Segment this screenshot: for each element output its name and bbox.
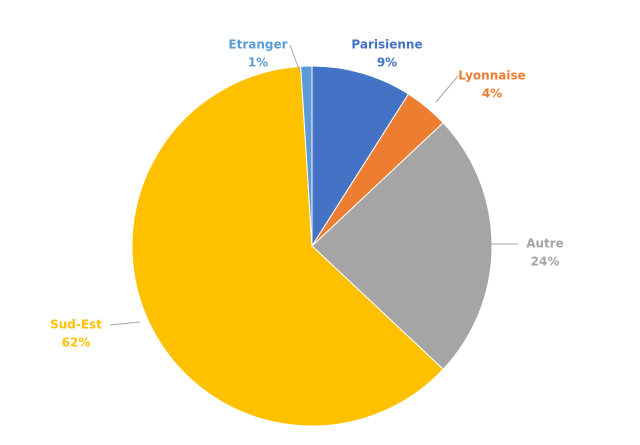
slice-value-label: 9% [377, 56, 397, 70]
slice-label: Autre [526, 237, 564, 251]
slice-value-label: 62% [62, 336, 91, 350]
slice-value-label: 24% [531, 255, 560, 269]
leader-line [289, 44, 301, 73]
slice-value-label: 4% [482, 87, 502, 101]
leader-line [109, 321, 141, 326]
slice-value-label: 1% [248, 56, 268, 70]
pie-slice [131, 65, 444, 427]
pie-slice [300, 65, 313, 247]
pie-slice [311, 122, 493, 370]
slice-label: Sud-Est [50, 318, 102, 332]
slice-label: Etranger [228, 38, 287, 52]
slice-label: Lyonnaise [458, 69, 525, 83]
pie-slice [311, 65, 410, 248]
slice-label: Parisienne [351, 38, 422, 52]
leader-line [435, 75, 459, 103]
